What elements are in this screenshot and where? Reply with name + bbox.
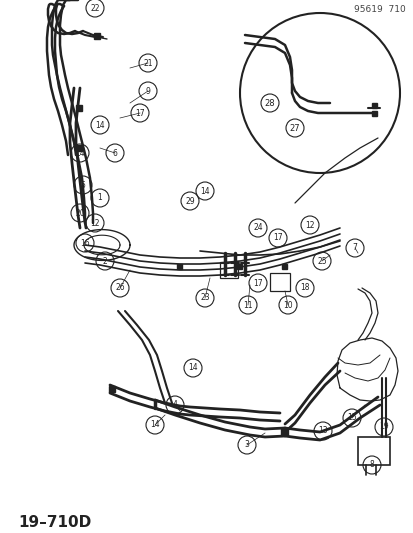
Bar: [219, 262, 237, 278]
Text: 14: 14: [150, 421, 159, 430]
Bar: [281, 429, 288, 435]
Text: 4: 4: [172, 400, 177, 409]
Text: 7: 7: [352, 244, 356, 253]
Text: 17: 17: [253, 279, 262, 287]
Text: 19: 19: [378, 423, 388, 432]
Text: 14: 14: [95, 120, 104, 130]
Text: 25: 25: [316, 256, 326, 265]
Text: 12: 12: [304, 221, 314, 230]
Text: 17: 17: [273, 233, 282, 243]
Text: 8: 8: [369, 461, 373, 470]
Text: 14: 14: [75, 149, 85, 157]
Text: 24: 24: [253, 223, 262, 232]
Bar: [372, 102, 377, 108]
Bar: [237, 263, 242, 269]
Bar: [76, 105, 82, 111]
Text: 10: 10: [282, 301, 292, 310]
Text: 14: 14: [188, 364, 197, 373]
Text: 5: 5: [81, 181, 85, 190]
Bar: [372, 110, 377, 116]
Text: 17: 17: [135, 109, 145, 117]
Text: 20: 20: [75, 208, 85, 217]
Text: 27: 27: [289, 124, 299, 133]
Text: 18: 18: [299, 284, 309, 293]
Text: 11: 11: [243, 301, 252, 310]
Text: 22: 22: [90, 4, 100, 12]
Text: 3: 3: [244, 440, 249, 449]
Text: 2: 2: [102, 256, 107, 265]
Text: 14: 14: [200, 187, 209, 196]
Text: 19–710D: 19–710D: [18, 515, 91, 530]
Text: 15: 15: [347, 414, 356, 423]
Bar: [357, 437, 389, 465]
Bar: [282, 263, 287, 269]
Text: 26: 26: [115, 284, 124, 293]
Text: 13: 13: [318, 426, 327, 435]
Text: 16: 16: [80, 238, 90, 247]
Bar: [109, 386, 115, 392]
Text: 95619  710: 95619 710: [354, 5, 405, 14]
Text: 6: 6: [112, 149, 117, 157]
Text: 1: 1: [97, 193, 102, 203]
Text: 9: 9: [145, 86, 150, 95]
Text: 12: 12: [90, 219, 100, 228]
Bar: [269, 273, 289, 291]
Bar: [76, 145, 82, 151]
Text: 21: 21: [143, 59, 152, 68]
Bar: [177, 263, 182, 269]
Bar: [94, 33, 100, 39]
Text: 29: 29: [185, 197, 195, 206]
Text: 28: 28: [264, 99, 275, 108]
Text: 23: 23: [200, 294, 209, 303]
